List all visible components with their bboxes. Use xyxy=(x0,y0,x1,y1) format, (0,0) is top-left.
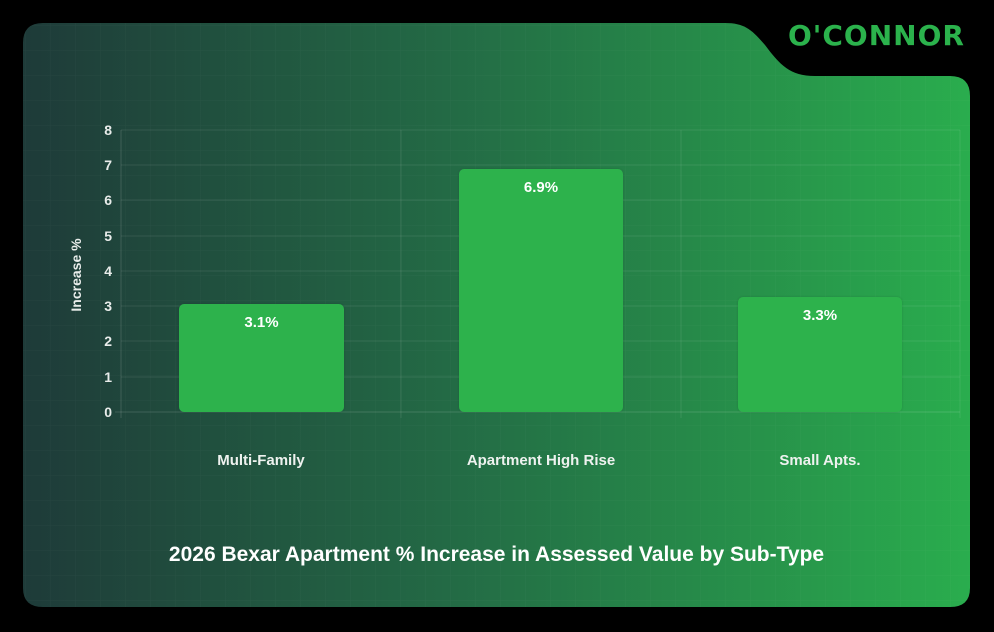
x-label-multi-family: Multi-Family xyxy=(217,452,305,469)
y-tick-8: 8 xyxy=(104,122,112,138)
y-tick-7: 7 xyxy=(104,157,112,173)
y-tick-3: 3 xyxy=(104,298,112,314)
bar-apartment-high-rise: 6.9% xyxy=(459,169,623,412)
bar-value-label: 3.3% xyxy=(802,307,838,324)
bar-value-label: 3.1% xyxy=(244,314,279,331)
oconnor-logo: O'CONNOR xyxy=(788,19,965,52)
x-label-small-apts: Small Apts. xyxy=(779,452,861,469)
y-tick-4: 4 xyxy=(104,263,112,279)
y-tick-1: 1 xyxy=(104,369,112,385)
bar-multi-family: 3.1% xyxy=(179,304,344,412)
y-tick-0: 0 xyxy=(104,404,112,420)
bar-small-apts: 3.3% xyxy=(738,297,902,412)
bar-value-label: 6.9% xyxy=(523,179,559,196)
x-label-apartment-high-rise: Apartment High Rise xyxy=(466,452,616,469)
y-tick-2: 2 xyxy=(104,333,112,349)
chart-title: 2026 Bexar Apartment % Increase in Asses… xyxy=(168,543,825,566)
y-tick-6: 6 xyxy=(104,192,112,208)
y-tick-5: 5 xyxy=(104,228,112,244)
y-axis-label: Increase % xyxy=(68,238,84,312)
